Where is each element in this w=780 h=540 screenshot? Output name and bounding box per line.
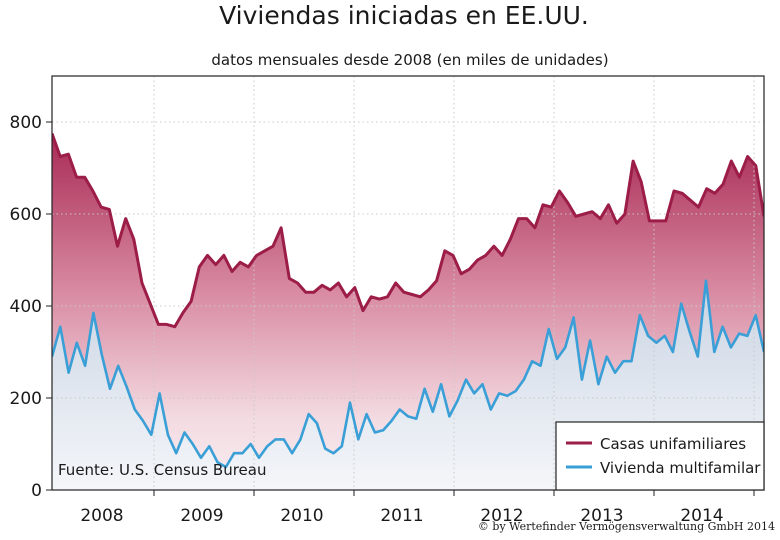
line-multi-family (52, 279, 764, 469)
x-tick-label: 2012 (480, 506, 523, 526)
x-tick-label: 2009 (180, 506, 223, 526)
chart-title: Viviendas iniciadas en EE.UU. (219, 1, 589, 30)
x-tick-label: 2010 (280, 506, 323, 526)
legend-label-multi: Vivienda multifamilar (600, 459, 761, 477)
legend: Casas unifamiliares Vivienda multifamila… (555, 421, 765, 491)
copyright-note: © by Wertefinder Vermögensverwaltung Gmb… (478, 520, 775, 533)
source-note: Fuente: U.S. Census Bureau (58, 461, 266, 479)
line-single-family (52, 132, 764, 329)
legend-box (555, 421, 765, 491)
x-tick-label: 2011 (380, 506, 423, 526)
y-tick-label: 600 (10, 205, 42, 225)
x-axis-ticks: 2008 2009 2010 2011 2012 2013 2014 (80, 490, 755, 526)
grid-lines (52, 76, 764, 490)
x-tick-label: 2014 (680, 506, 723, 526)
chart-subtitle: datos mensuales desde 2008 (en miles de … (211, 51, 608, 69)
plot-frame (51, 75, 765, 491)
y-tick-label: 200 (10, 389, 42, 409)
x-tick-label: 2013 (580, 506, 623, 526)
x-tick-label: 2008 (80, 506, 123, 526)
legend-label-single: Casas unifamiliares (600, 435, 746, 453)
y-axis-ticks: 0 200 400 600 800 (10, 113, 52, 501)
y-tick-label: 800 (10, 113, 42, 133)
y-tick-label: 400 (10, 297, 42, 317)
y-tick-label: 0 (31, 481, 42, 501)
series-lines (52, 132, 764, 469)
